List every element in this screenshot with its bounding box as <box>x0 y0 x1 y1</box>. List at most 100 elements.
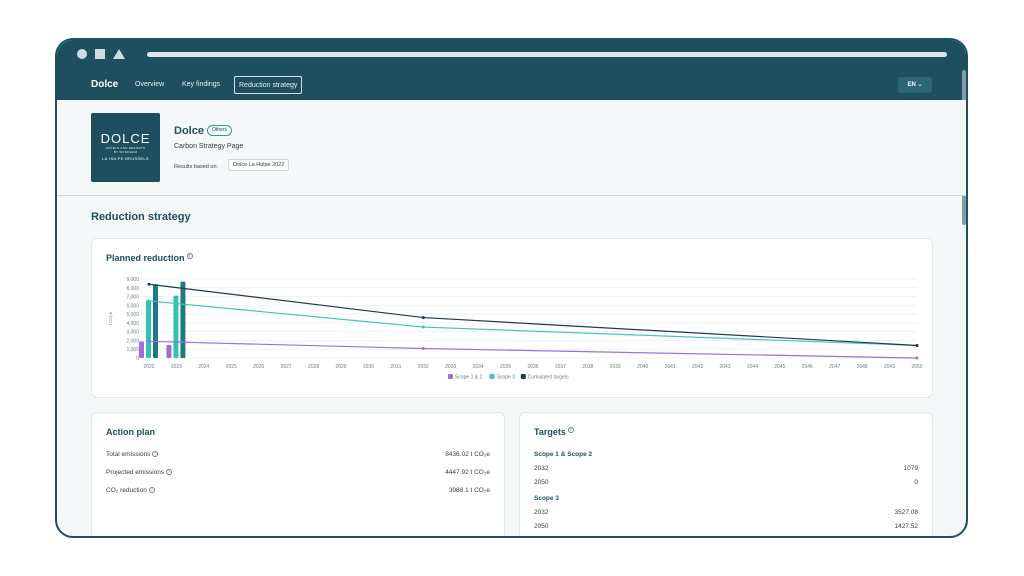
square-icon <box>95 49 105 59</box>
page-subtitle: Carbon Strategy Page <box>174 143 244 150</box>
category-badge: Others <box>207 125 233 136</box>
x-tick-label: 2037 <box>555 364 566 370</box>
y-tick-label: 1,000 <box>126 347 139 353</box>
x-tick-label: 2041 <box>665 364 676 370</box>
x-tick-label: 2028 <box>308 364 319 370</box>
bar-scope12 <box>139 341 144 358</box>
series-point <box>421 316 425 320</box>
address-bar[interactable] <box>147 52 947 57</box>
y-tick-label: 2,000 <box>126 338 139 344</box>
scope12-label: Scope 1 & Scope 2 <box>534 451 593 458</box>
y-tick-label: 7,000 <box>126 295 139 301</box>
y-tick-label: 0 <box>136 356 139 362</box>
x-tick-label: 2033 <box>445 364 456 370</box>
top-nav: Dolce Overview Key findings Reduction st… <box>57 70 966 100</box>
x-tick-label: 2038 <box>582 364 593 370</box>
x-tick-label: 2027 <box>281 364 292 370</box>
company-header: DOLCE HOTELS AND RESORTS BY WYNDHAM LA H… <box>57 100 966 196</box>
y-axis-label: t CO₂e <box>108 311 113 325</box>
x-tick-label: 2048 <box>857 364 868 370</box>
x-tick-label: 2050 <box>911 364 922 370</box>
series-point <box>147 299 151 303</box>
legend-swatch <box>448 374 453 379</box>
bar-cumulated <box>153 284 158 358</box>
bar-scope12 <box>166 344 172 358</box>
total-emissions-row: Total emissions? 8436.02 t CO₂e <box>106 451 490 458</box>
target-row: 2032 3527.08 <box>534 509 918 516</box>
targets-title: Targets <box>534 427 566 437</box>
chart-title: Planned reduction <box>106 253 185 263</box>
x-tick-label: 2025 <box>226 364 237 370</box>
x-tick-label: 2022 <box>143 364 154 370</box>
action-plan-card: Action plan Total emissions? 8436.02 t C… <box>91 412 505 536</box>
x-tick-label: 2024 <box>198 364 209 370</box>
legend-swatch <box>520 374 526 379</box>
planned-reduction-chart: 0 1,000 2,000 3,000 4,000 5,000 6,000 7,000 8,00… <box>108 277 923 381</box>
x-tick-label: 2043 <box>719 364 730 370</box>
x-tick-label: 2026 <box>253 364 264 370</box>
x-tick-label: 2023 <box>171 364 182 370</box>
results-based-label: Results based on: <box>174 164 219 170</box>
y-tick-label: 3,000 <box>126 330 139 336</box>
series-line <box>148 283 918 347</box>
tab-key-findings[interactable]: Key findings <box>182 81 221 88</box>
company-name: Dolce <box>174 125 204 137</box>
target-row: 2032 1079 <box>534 465 918 472</box>
co2-reduction-row: CO₂ reduction? 3988.1 t CO₂e <box>106 487 490 494</box>
planned-reduction-card: Planned reduction? 0 1,000 2,000 3,000 4,000… <box>91 238 933 398</box>
series-point <box>915 356 919 360</box>
y-tick-label: 8,000 <box>126 286 139 292</box>
window-chrome <box>57 40 966 70</box>
series-point <box>147 339 151 343</box>
x-tick-label: 2044 <box>747 364 758 370</box>
projected-emissions-row: Projected emissions? 4447.92 t CO₂e <box>106 469 490 476</box>
series-point <box>915 343 919 347</box>
target-row: 2050 0 <box>534 479 918 486</box>
x-tick-label: 2039 <box>610 364 621 370</box>
targets-card: Targets? Scope 1 & Scope 2 2032 1079 205… <box>519 412 933 536</box>
x-tick-label: 2031 <box>390 364 401 370</box>
series-point <box>421 347 425 351</box>
x-tick-label: 2029 <box>335 364 346 370</box>
legend-label: Scope 1 & 2 <box>455 375 482 381</box>
company-logo: DOLCE HOTELS AND RESORTS BY WYNDHAM LA H… <box>91 113 160 182</box>
y-tick-label: 6,000 <box>126 303 139 309</box>
triangle-icon <box>113 49 125 59</box>
x-tick-label: 2046 <box>802 364 813 370</box>
x-tick-label: 2035 <box>500 364 511 370</box>
help-icon[interactable]: ? <box>152 451 159 457</box>
legend-label: Cumulated targets <box>528 375 569 381</box>
action-plan-title: Action plan <box>106 427 155 437</box>
y-tick-label: 9,000 <box>126 277 139 283</box>
legend-label: Scope 3 <box>497 375 516 381</box>
x-tick-label: 2047 <box>829 364 840 370</box>
x-tick-label: 2040 <box>637 364 648 370</box>
series-point <box>421 325 425 329</box>
x-tick-label: 2032 <box>418 364 429 370</box>
bar-scope3 <box>146 300 151 358</box>
bar-cumulated <box>180 281 186 358</box>
legend-swatch <box>489 374 495 379</box>
scope3-label: Scope 3 <box>534 495 559 502</box>
x-tick-label: 2030 <box>363 364 374 370</box>
nav-brand[interactable]: Dolce <box>91 79 119 90</box>
y-tick-label: 4,000 <box>126 321 139 327</box>
target-row: 2050 1427.52 <box>534 523 918 530</box>
series-point <box>147 282 151 286</box>
x-tick-label: 2042 <box>692 364 703 370</box>
help-icon[interactable]: ? <box>567 427 574 433</box>
language-select[interactable]: EN ⌄ <box>898 77 932 93</box>
help-icon[interactable]: ? <box>148 487 155 493</box>
results-based-chip[interactable]: Dolce La Hulpe 2022 <box>228 159 290 171</box>
tab-overview[interactable]: Overview <box>135 81 165 88</box>
section-title: Reduction strategy <box>91 211 191 223</box>
help-icon[interactable]: ? <box>186 253 193 259</box>
circle-icon <box>77 49 87 59</box>
bar-scope3 <box>173 295 179 358</box>
help-icon[interactable]: ? <box>166 469 173 475</box>
y-tick-label: 5,000 <box>126 312 139 318</box>
x-tick-label: 2049 <box>884 364 895 370</box>
x-tick-label: 2045 <box>774 364 785 370</box>
tab-reduction-strategy[interactable]: Reduction strategy <box>234 76 303 94</box>
browser-frame: Dolce Overview Key findings Reduction st… <box>55 38 968 538</box>
